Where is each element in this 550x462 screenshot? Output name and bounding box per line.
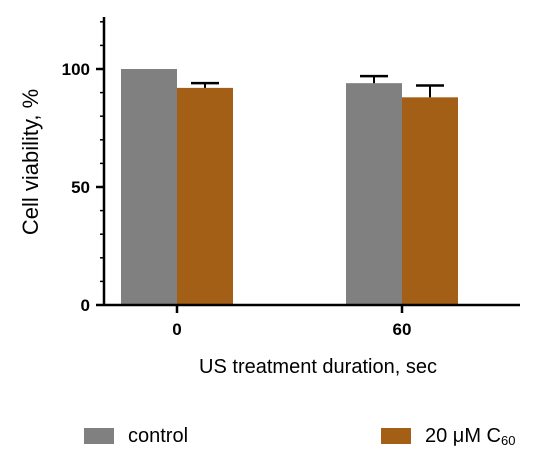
- legend-label-c60-subscript: 60: [501, 432, 516, 448]
- legend-label-c60-text: 20 μM C: [425, 424, 501, 447]
- bar: [402, 97, 458, 305]
- x-tick-label: 0: [172, 320, 181, 339]
- y-tick-label: 0: [81, 296, 90, 315]
- y-tick-label: 50: [71, 178, 90, 197]
- y-tick-label: 100: [62, 60, 90, 79]
- legend-item-control: control: [84, 423, 188, 449]
- bar: [346, 83, 402, 305]
- bar: [177, 87, 233, 305]
- legend-item-c60: 20 μM C60: [381, 423, 515, 449]
- x-ticks: 0 60: [172, 305, 411, 339]
- bar: [121, 69, 177, 305]
- y-axis-label: Cell viability, %: [18, 89, 43, 235]
- legend-label-c60: 20 μM C60: [425, 425, 515, 448]
- legend-label-control: control: [128, 424, 189, 447]
- error-bars-layer: [191, 74, 444, 98]
- x-axis-label: US treatment duration, sec: [199, 356, 437, 378]
- bars-layer: [121, 69, 458, 305]
- legend-swatch-c60: [381, 428, 411, 444]
- x-tick-label: 60: [393, 320, 412, 339]
- legend-swatch-control: [84, 428, 114, 444]
- y-ticks: 0 50 100: [62, 21, 104, 315]
